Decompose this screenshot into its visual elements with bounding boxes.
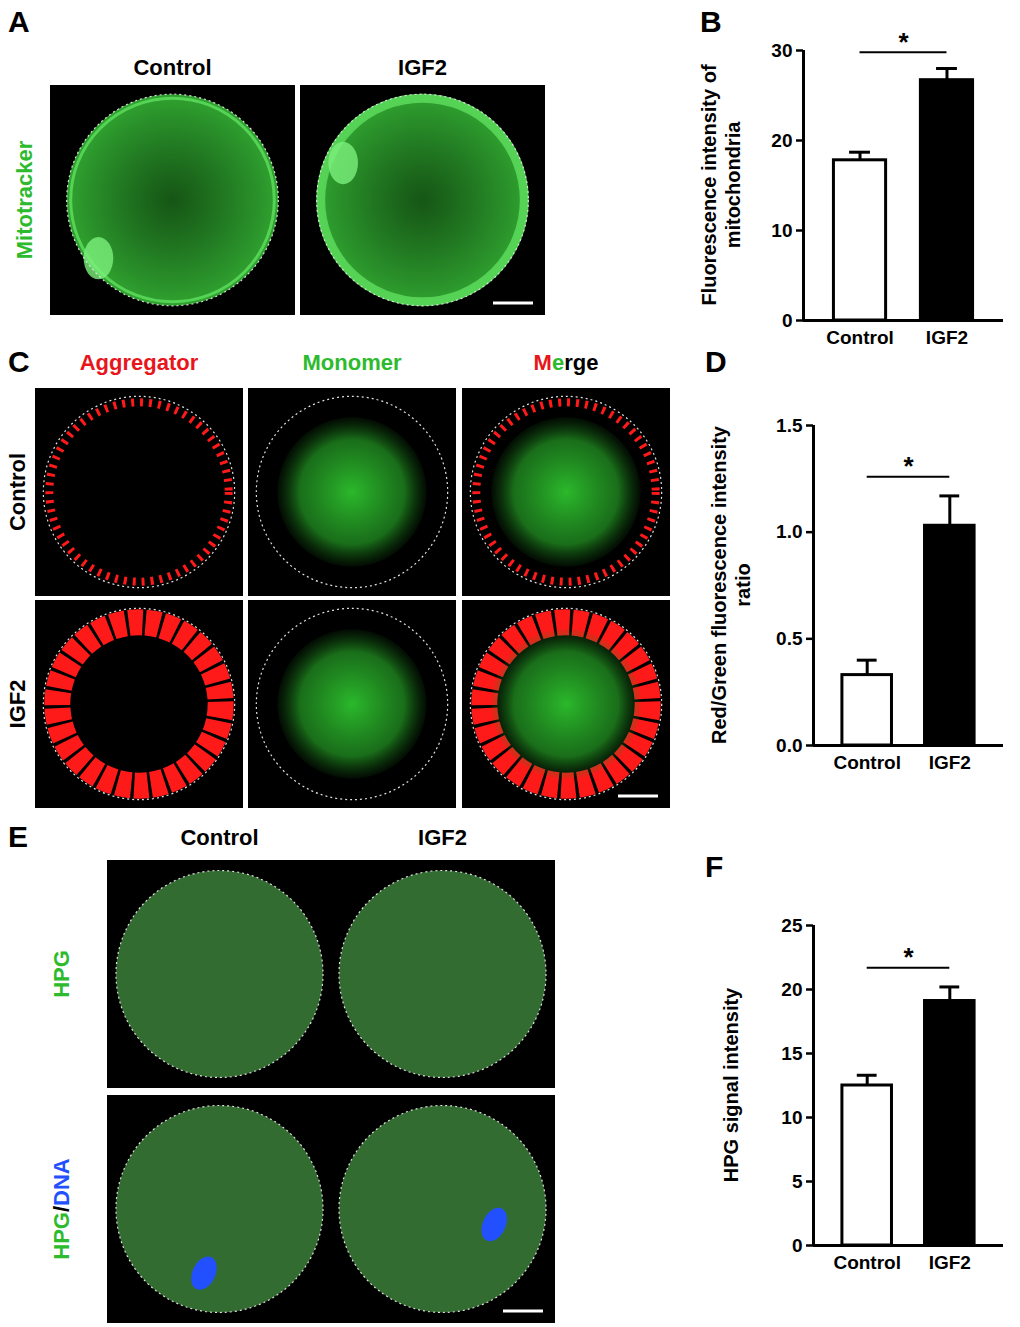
html-text:HPG: HPG xyxy=(49,1212,74,1260)
html-text:A: A xyxy=(8,5,30,38)
svg-text:25: 25 xyxy=(781,915,803,936)
svg-text:0.0: 0.0 xyxy=(776,735,802,756)
svg-text:20: 20 xyxy=(781,979,802,1000)
html-text:HPG: HPG xyxy=(49,950,74,998)
html-text:Monomer: Monomer xyxy=(302,350,402,375)
html-text:Control: Control xyxy=(180,825,259,850)
svg-text:0: 0 xyxy=(792,1235,803,1256)
html-text:DNA: DNA xyxy=(49,1158,74,1206)
svg-text:IGF2: IGF2 xyxy=(929,752,971,773)
svg-text:0.5: 0.5 xyxy=(776,628,803,649)
html-text:Aggregator: Aggregator xyxy=(79,350,199,375)
svg-text:10: 10 xyxy=(771,220,792,241)
svg-text:1.0: 1.0 xyxy=(776,521,802,542)
html-text:HPG signal intensity: HPG signal intensity xyxy=(720,987,742,1183)
html-text:Control: Control xyxy=(133,55,212,80)
svg-text:Control: Control xyxy=(826,327,894,348)
html-text:D: D xyxy=(705,345,727,378)
html-text:Mitotracker: Mitotracker xyxy=(12,140,37,260)
html-text:Fluorescence intensity of mito: Fluorescence intensity of mitochondria xyxy=(698,64,744,306)
svg-text:20: 20 xyxy=(771,130,792,151)
svg-text:IGF2: IGF2 xyxy=(926,327,968,348)
svg-text:10: 10 xyxy=(781,1107,802,1128)
html-text:IGF2: IGF2 xyxy=(398,55,447,80)
svg-text:IGF2: IGF2 xyxy=(929,1252,971,1273)
svg-text:15: 15 xyxy=(781,1043,803,1064)
html-text:IGF2: IGF2 xyxy=(5,679,30,729)
html-text:Red/Green fluorescence intensi: Red/Green fluorescence intensity ratio xyxy=(708,426,754,744)
html-text:E: E xyxy=(8,820,28,853)
svg-text:30: 30 xyxy=(771,40,792,61)
html-text:Control: Control xyxy=(5,452,30,532)
svg-text:1.5: 1.5 xyxy=(776,415,803,436)
html-text:C: C xyxy=(8,345,30,378)
html-text:IGF2: IGF2 xyxy=(418,825,467,850)
svg-text:Control: Control xyxy=(833,752,901,773)
html-text:F: F xyxy=(705,850,724,883)
svg-text:*: * xyxy=(903,451,914,481)
html-text:B: B xyxy=(700,5,722,38)
html-text:M e rge: M e rge xyxy=(533,350,599,375)
svg-text:*: * xyxy=(898,27,909,57)
svg-text:5: 5 xyxy=(792,1171,803,1192)
svg-text:0: 0 xyxy=(782,310,793,331)
svg-text:Control: Control xyxy=(833,1252,901,1273)
svg-text:*: * xyxy=(903,942,914,972)
